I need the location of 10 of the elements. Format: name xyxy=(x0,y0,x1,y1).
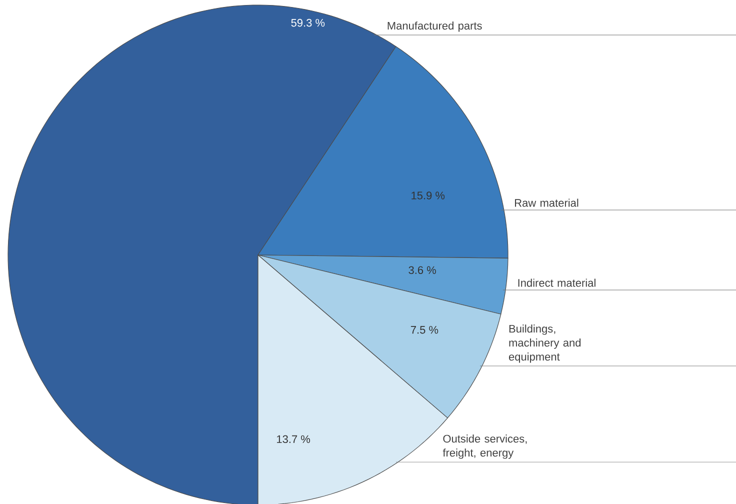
slice-label: Buildings, machinery and equipment xyxy=(508,324,581,363)
slice-label: Indirect material xyxy=(518,278,596,287)
data-label: 3.6 % xyxy=(408,266,436,274)
slice-label: Manufactured parts xyxy=(388,22,482,32)
data-label: 15.9 % xyxy=(412,192,445,200)
data-label: 7.5 % xyxy=(410,326,438,334)
slice-label: Outside services, freight, energy xyxy=(442,434,527,459)
slice-label: Raw material xyxy=(515,198,578,207)
data-label: 13.7 % xyxy=(277,435,310,444)
data-label: 59.3 % xyxy=(291,18,325,27)
